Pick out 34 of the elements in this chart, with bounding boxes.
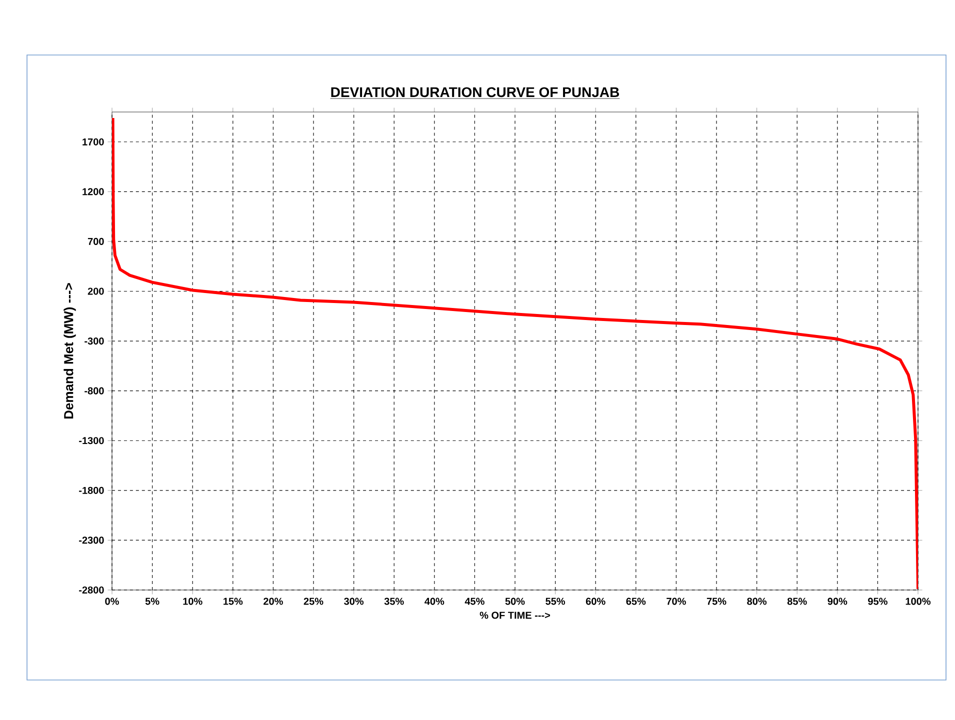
x-tick-label: 25% xyxy=(304,598,324,605)
x-tick-label: 0% xyxy=(105,598,119,605)
x-tick-label: 95% xyxy=(868,598,888,605)
x-tick-label: 20% xyxy=(264,598,283,605)
y-axis-title: Demand Met (MW) ---> xyxy=(64,283,76,419)
y-tick-label: 1200 xyxy=(82,188,104,196)
y-tick-label: -1800 xyxy=(79,486,104,494)
y-tick-label: -1300 xyxy=(79,437,104,444)
y-tick-label: -800 xyxy=(84,387,104,394)
x-axis-title: % OF TIME ---> xyxy=(480,612,550,619)
x-tick-label: 50% xyxy=(505,598,525,605)
x-tick-label: 45% xyxy=(464,598,484,605)
x-tick-label: 10% xyxy=(183,598,202,605)
x-tick-label: 60% xyxy=(586,598,606,605)
x-tick-label: 15% xyxy=(224,598,243,605)
y-tick-label: 700 xyxy=(88,238,104,245)
x-tick-label: 5% xyxy=(145,598,160,605)
y-tick-label: -2800 xyxy=(79,586,104,594)
y-tick-label: -300 xyxy=(84,337,104,345)
y-tick-label: 1700 xyxy=(82,138,104,146)
x-tick-label: 85% xyxy=(787,598,807,605)
x-tick-label: 90% xyxy=(828,598,848,605)
x-tick-label: 75% xyxy=(706,598,726,605)
x-tick-label: 30% xyxy=(344,598,364,605)
y-tick-label: -2300 xyxy=(79,536,104,544)
x-tick-label: 40% xyxy=(424,598,444,605)
x-tick-label: 100% xyxy=(906,598,931,605)
x-tick-label: 80% xyxy=(747,598,767,605)
y-tick-label: 200 xyxy=(88,288,104,295)
chart-title: DEVIATION DURATION CURVE OF PUNJAB xyxy=(331,87,620,98)
x-tick-label: 35% xyxy=(384,598,404,605)
x-tick-label: 55% xyxy=(546,598,566,605)
x-tick-label: 70% xyxy=(666,598,686,605)
x-tick-label: 65% xyxy=(626,598,646,605)
